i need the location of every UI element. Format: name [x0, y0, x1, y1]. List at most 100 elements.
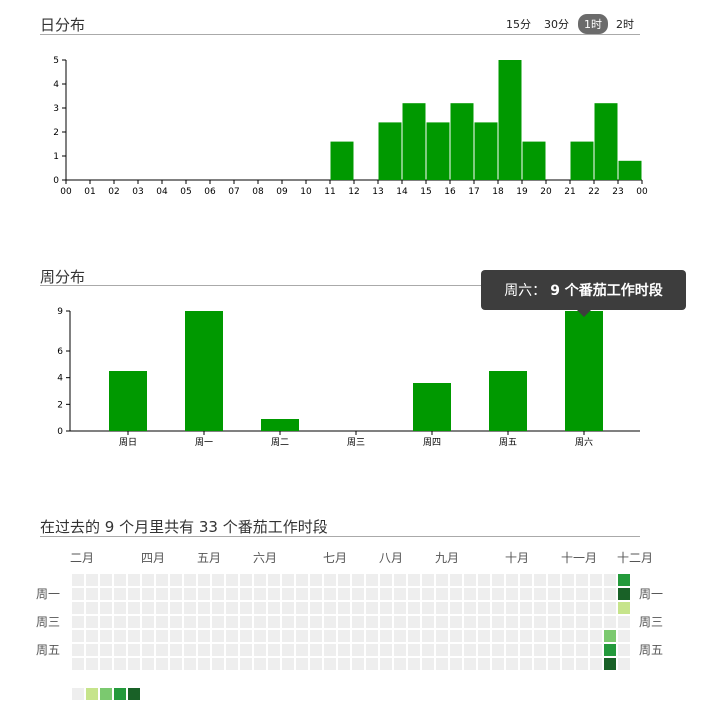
heatmap-cell [394, 658, 406, 670]
weekday-label-right: 周五 [639, 643, 663, 657]
heatmap-cell [548, 658, 560, 670]
heatmap-cell [478, 588, 490, 600]
heatmap-cell [380, 644, 392, 656]
granularity-1h-button[interactable]: 1时 [578, 14, 608, 34]
heatmap-cell [380, 602, 392, 614]
heatmap-cell [268, 644, 280, 656]
heatmap-cell [184, 574, 196, 586]
heatmap-cell [590, 616, 602, 628]
heatmap-cell [436, 658, 448, 670]
heatmap-cell [184, 588, 196, 600]
heatmap-cell [422, 630, 434, 642]
heatmap-cell [422, 658, 434, 670]
x-tick-label: 05 [180, 187, 191, 197]
heatmap-cell [212, 574, 224, 586]
heatmap-cell [604, 658, 616, 670]
heatmap-cell [492, 658, 504, 670]
heatmap-cell [618, 658, 630, 670]
heatmap-cell [156, 574, 168, 586]
heatmap-cell [618, 602, 630, 614]
bar [413, 383, 451, 431]
heatmap-cell [590, 644, 602, 656]
heatmap-cell [254, 644, 266, 656]
weekday-label-right: 周三 [639, 615, 663, 629]
heatmap-cell [72, 588, 84, 600]
legend-swatch [114, 688, 126, 700]
x-tick-label: 21 [564, 187, 575, 197]
bar [522, 141, 546, 180]
heatmap-cell [324, 574, 336, 586]
heatmap-cell [562, 616, 574, 628]
x-tick-label: 16 [444, 187, 456, 197]
x-tick-label: 10 [300, 187, 312, 197]
heatmap-cell [184, 630, 196, 642]
heatmap-cell [324, 588, 336, 600]
heatmap-cell [450, 616, 462, 628]
heatmap-cell [492, 644, 504, 656]
heatmap-cell [100, 588, 112, 600]
heatmap-cell [492, 616, 504, 628]
granularity-30min-button[interactable]: 30分 [544, 18, 569, 31]
heatmap-cell [338, 616, 350, 628]
heatmap-cell [548, 616, 560, 628]
bar [450, 103, 474, 180]
heatmap-cell [562, 644, 574, 656]
heatmap-cell [128, 602, 140, 614]
heatmap-cell [478, 644, 490, 656]
heatmap-cell [338, 602, 350, 614]
heatmap-cell [142, 630, 154, 642]
x-tick-label: 18 [492, 187, 504, 197]
heatmap-cell [240, 602, 252, 614]
bar [594, 103, 618, 180]
x-tick-label: 20 [540, 187, 552, 197]
bar [109, 371, 147, 431]
heatmap-cell [436, 574, 448, 586]
heatmap-cell [86, 588, 98, 600]
heatmap-cell [142, 574, 154, 586]
heatmap-cell [590, 658, 602, 670]
heatmap-cell [170, 630, 182, 642]
heatmap-cell [72, 574, 84, 586]
heatmap-cell [492, 630, 504, 642]
weekly-distribution-chart: 0 2 4 6 9 周日 周一 周二 周三 周四 周五 周六 [57, 307, 640, 448]
heatmap-cell [268, 658, 280, 670]
heatmap-cell [366, 630, 378, 642]
y-tick-label: 4 [57, 374, 63, 384]
heatmap-cell [114, 658, 126, 670]
heatmap-cell [212, 658, 224, 670]
heatmap-cell [100, 630, 112, 642]
heatmap-cell [142, 658, 154, 670]
granularity-2h-button[interactable]: 2时 [616, 18, 634, 31]
heatmap-cell [520, 588, 532, 600]
heatmap-cell [464, 588, 476, 600]
heatmap-cell [254, 588, 266, 600]
bar [565, 311, 603, 431]
heatmap-cell [86, 574, 98, 586]
heatmap-cell [590, 588, 602, 600]
heatmap-cell [128, 630, 140, 642]
heatmap-cell [590, 602, 602, 614]
heatmap-cell [226, 574, 238, 586]
heatmap-cell [226, 602, 238, 614]
heatmap-cell [422, 616, 434, 628]
heatmap-cell [324, 630, 336, 642]
heatmap-cell [100, 574, 112, 586]
heatmap-cell [128, 616, 140, 628]
bar [261, 419, 299, 431]
heatmap-cell [380, 616, 392, 628]
heatmap-cell [520, 658, 532, 670]
heatmap-cell [618, 616, 630, 628]
heatmap-cell [184, 644, 196, 656]
x-tick-label: 17 [468, 187, 479, 197]
heatmap-cell [520, 616, 532, 628]
heatmap-cell [436, 616, 448, 628]
heatmap-cell [142, 644, 154, 656]
heatmap-cell [352, 644, 364, 656]
bar [489, 371, 527, 431]
legend-swatch [72, 688, 84, 700]
heatmap-title-rule [40, 536, 640, 537]
heatmap-cell [296, 658, 308, 670]
granularity-15min-button[interactable]: 15分 [506, 18, 531, 31]
y-tick-label: 3 [53, 104, 59, 114]
